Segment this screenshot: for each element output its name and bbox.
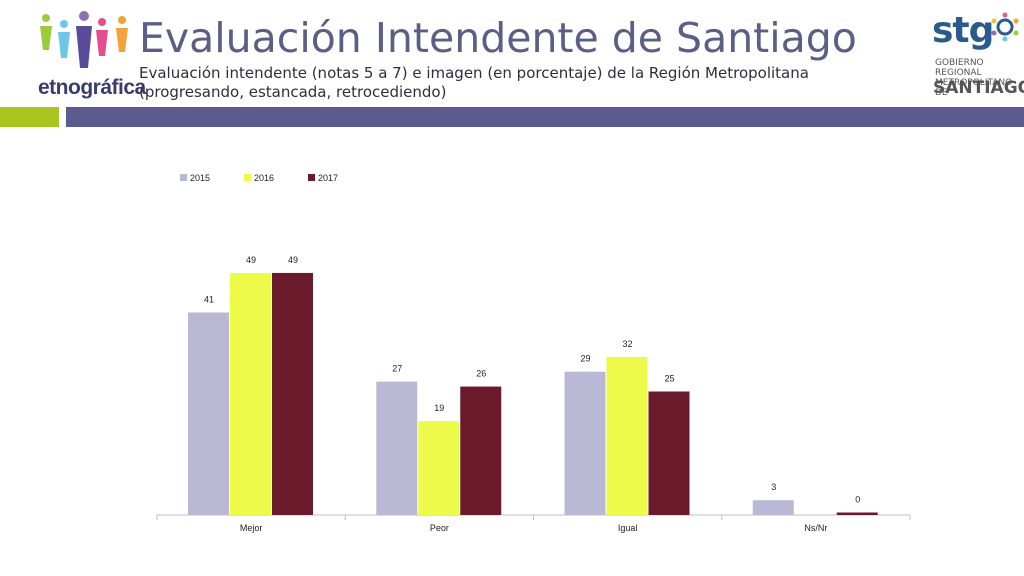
people-figures-icon	[40, 11, 128, 68]
bar-2017-peor	[460, 386, 502, 515]
data-label: 49	[288, 255, 298, 265]
org-line-1: GOBIERNO REGIONAL	[935, 58, 984, 78]
page-subtitle: Evaluación intendente (notas 5 a 7) e im…	[139, 64, 809, 101]
bar-2016-mejor	[230, 272, 271, 515]
bar-2016-igual	[606, 356, 648, 515]
org-line-2: METROPOLITANO DE	[935, 78, 1013, 98]
category-label: Mejor	[240, 523, 263, 533]
data-label: 25	[664, 374, 674, 384]
data-label: 3	[771, 482, 776, 492]
data-label: 41	[204, 294, 214, 304]
bar-2017-igual	[648, 391, 690, 515]
data-label: 29	[580, 354, 590, 364]
etnografica-logo	[40, 11, 128, 68]
category-label: Peor	[430, 523, 449, 533]
page-title: Evaluación Intendente de Santiago	[139, 14, 857, 62]
data-label: 0	[855, 495, 860, 505]
data-label: 27	[392, 364, 402, 374]
header-band-purple	[66, 107, 1024, 127]
data-label: 32	[622, 339, 632, 349]
bar-2017-nsnr	[836, 512, 878, 515]
org-lines: GOBIERNO REGIONAL METROPOLITANO DE	[935, 58, 1024, 98]
bar-2015-peor	[376, 381, 418, 515]
header-band-green	[0, 107, 59, 127]
legend-label-2016: 2016	[254, 173, 274, 183]
data-label: 19	[434, 403, 444, 413]
category-label: Ns/Nr	[804, 523, 827, 533]
bar-2017-mejor	[272, 272, 313, 515]
legend-label-2015: 2015	[190, 173, 210, 183]
bar-2015-nsnr	[752, 500, 794, 515]
legend-swatch-2016	[244, 174, 251, 181]
logo-left-text: etnográfica	[38, 76, 146, 99]
legend-label-2017: 2017	[318, 173, 338, 183]
stg-brand: stg	[932, 10, 994, 51]
legend-swatch-2015	[180, 174, 187, 181]
data-label: 26	[476, 369, 486, 379]
bar-2015-mejor	[188, 312, 229, 515]
data-label: 49	[246, 255, 256, 265]
sun-icon	[991, 12, 1019, 42]
bar-2015-igual	[564, 371, 606, 515]
bar-2016-peor	[418, 421, 460, 515]
legend-swatch-2017	[308, 174, 315, 181]
category-label: Igual	[618, 523, 638, 533]
org-line-3: SANTIAGO	[933, 78, 1024, 98]
